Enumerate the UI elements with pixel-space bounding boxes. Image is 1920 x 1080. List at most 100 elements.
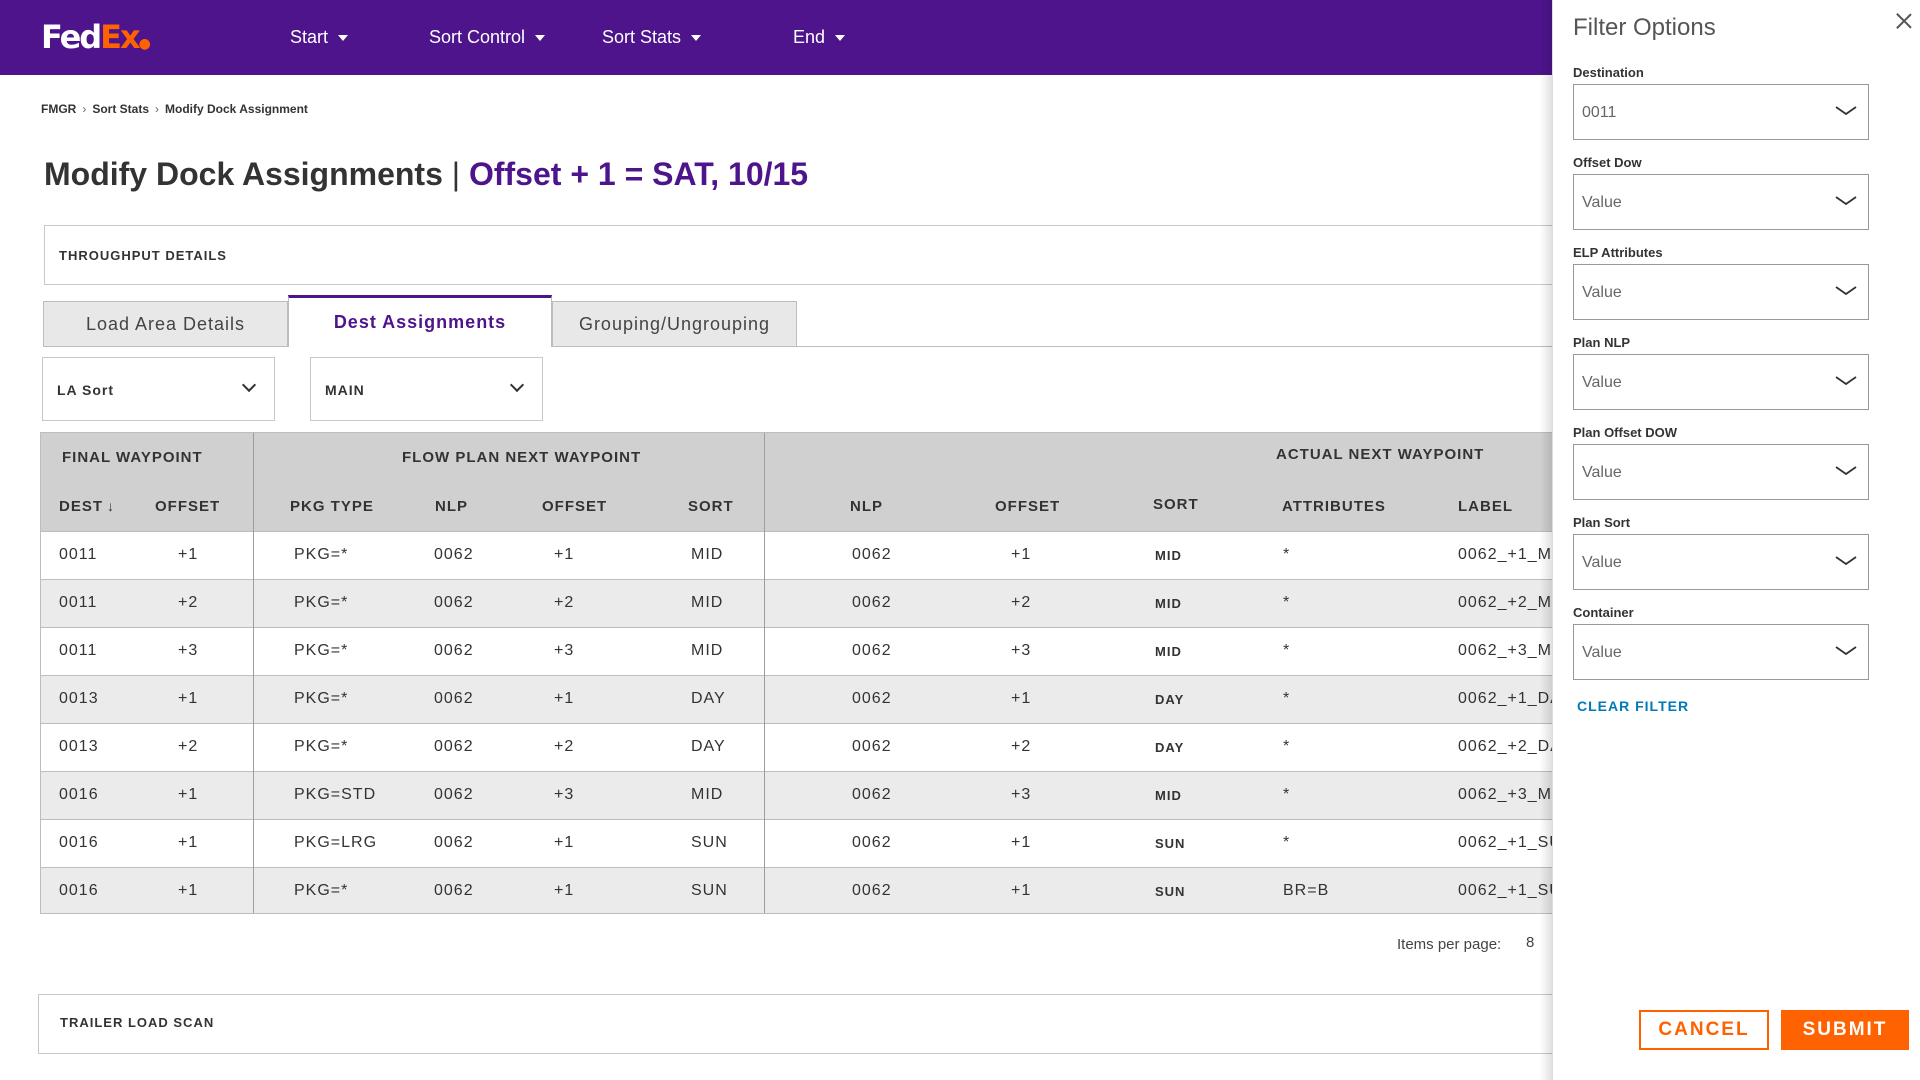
cell-plan-nlp: 0062	[434, 738, 474, 755]
page-title: Modify Dock Assignments | Offset + 1 = S…	[44, 156, 808, 193]
nav-sort-control[interactable]: Sort Control	[429, 27, 546, 48]
sort-arrow-down-icon[interactable]: ↓	[107, 498, 116, 514]
cell-attributes: *	[1283, 690, 1291, 707]
cell-plan-offset: +3	[554, 786, 575, 803]
table-row[interactable]: 0016 +1 PKG=STD 0062 +3 MID 0062 +3 MID * 0062_+3_…	[41, 771, 1555, 819]
col-offset[interactable]: OFFSET	[155, 498, 221, 515]
table-row[interactable]: 0016 +1 PKG=LRG 0062 +1 SUN 0062 +1 SUN * 0062_+1_…	[41, 819, 1555, 867]
items-per-page-select[interactable]: 8	[1526, 934, 1535, 951]
filter-select[interactable]: Value	[1573, 354, 1869, 410]
tab-load-area-details[interactable]: Load Area Details	[43, 301, 288, 347]
filter-select[interactable]: Value	[1573, 264, 1869, 320]
tab-grouping-ungrouping-label: Grouping/Ungrouping	[578, 313, 771, 334]
caret-down-icon	[338, 35, 349, 42]
cell-plan-offset: +2	[554, 594, 575, 611]
col-label[interactable]: LABEL	[1458, 498, 1513, 515]
chevron-down-icon	[1835, 646, 1857, 656]
column-divider	[253, 433, 254, 913]
filter-select[interactable]: Value	[1573, 624, 1869, 680]
table-row[interactable]: 0016 +1 PKG=* 0062 +1 SUN 0062 +1 SUN BR=B 0062_+1…	[41, 867, 1555, 913]
cell-label: 0062_+1_SUN	[1458, 882, 1555, 899]
filter-select-value: Value	[1582, 554, 1622, 571]
cell-actual-nlp: 0062	[852, 642, 892, 659]
cell-plan-offset: +1	[554, 834, 575, 851]
cell-offset: +1	[178, 786, 199, 803]
trailer-load-scan-section[interactable]: TRAILER LOAD SCAN	[38, 994, 1556, 1054]
filter-label: Destination	[1573, 65, 1644, 80]
cell-actual-nlp: 0062	[852, 738, 892, 755]
cell-pkg-type: PKG=*	[294, 690, 349, 707]
cell-actual-offset: +2	[1011, 738, 1032, 755]
cell-plan-offset: +1	[554, 690, 575, 707]
nav-sort-control-label: Sort Control	[429, 27, 526, 47]
breadcrumb-sort-stats[interactable]: Sort Stats	[92, 102, 150, 116]
table-row[interactable]: 0013 +2 PKG=* 0062 +2 DAY 0062 +2 DAY * 0062_+2_DA…	[41, 723, 1555, 771]
cell-plan-sort: MID	[691, 786, 724, 803]
col-plan-nlp[interactable]: NLP	[435, 498, 468, 515]
cell-label: 0062_+3_MID	[1458, 786, 1555, 803]
cell-actual-sort: SUN	[1155, 836, 1186, 851]
trailer-load-scan-label: TRAILER LOAD SCAN	[60, 1015, 215, 1030]
throughput-details-section[interactable]: THROUGHPUT DETAILS	[44, 225, 1556, 285]
clear-filter-link[interactable]: CLEAR FILTER	[1577, 698, 1690, 714]
col-attributes[interactable]: ATTRIBUTES	[1282, 498, 1386, 515]
fedex-logo[interactable]: FedEx●	[41, 18, 151, 56]
cell-actual-nlp: 0062	[852, 834, 892, 851]
panel-shadow	[1540, 0, 1552, 1080]
table-row[interactable]: 0013 +1 PKG=* 0062 +1 DAY 0062 +1 DAY * 0062_+1_DA…	[41, 675, 1555, 723]
main-select[interactable]: MAIN	[310, 357, 543, 421]
chevron-right-icon: ›	[82, 102, 87, 116]
la-sort-select[interactable]: LA Sort	[42, 357, 275, 421]
table-row[interactable]: 0011 +3 PKG=* 0062 +3 MID 0062 +3 MID * 0062_+3_MI…	[41, 627, 1555, 675]
cell-pkg-type: PKG=*	[294, 546, 349, 563]
table-row[interactable]: 0011 +2 PKG=* 0062 +2 MID 0062 +2 MID * 0062_+2_MI…	[41, 579, 1555, 627]
table-row[interactable]: 0011 +1 PKG=* 0062 +1 MID 0062 +1 MID * 0062_+1_MI…	[41, 531, 1555, 579]
filter-label: Offset Dow	[1573, 155, 1642, 170]
filter-select-value: Value	[1582, 374, 1622, 391]
cell-label: 0062_+1_MID	[1458, 546, 1555, 563]
cell-label: 0062_+1_SUN	[1458, 834, 1555, 851]
col-plan-offset[interactable]: OFFSET	[542, 498, 608, 515]
cell-actual-offset: +2	[1011, 594, 1032, 611]
filter-select[interactable]: Value	[1573, 174, 1869, 230]
throughput-details-label: THROUGHPUT DETAILS	[59, 248, 227, 263]
col-dest[interactable]: DEST ↓	[59, 498, 115, 515]
tab-grouping-ungrouping[interactable]: Grouping/Ungrouping	[552, 301, 797, 347]
submit-button[interactable]: SUBMIT	[1781, 1010, 1909, 1050]
cell-actual-sort: DAY	[1155, 740, 1185, 755]
chevron-down-icon	[1835, 376, 1857, 386]
cell-pkg-type: PKG=*	[294, 738, 349, 755]
chevron-down-icon	[1835, 106, 1857, 116]
cell-dest: 0016	[59, 786, 99, 803]
cell-plan-nlp: 0062	[434, 642, 474, 659]
nav-sort-stats[interactable]: Sort Stats	[602, 27, 702, 48]
cell-pkg-type: PKG=*	[294, 594, 349, 611]
close-icon[interactable]	[1893, 10, 1915, 32]
nav-start-label: Start	[290, 27, 329, 47]
chevron-right-icon: ›	[155, 102, 160, 116]
page-title-text: Modify Dock Assignments	[44, 156, 443, 192]
filter-select[interactable]: Value	[1573, 444, 1869, 500]
filter-select[interactable]: Value	[1573, 534, 1869, 590]
cell-plan-sort: MID	[691, 642, 724, 659]
col-actual-sort[interactable]: SORT	[1153, 496, 1199, 513]
col-actual-nlp[interactable]: NLP	[850, 498, 883, 515]
breadcrumb-fmgr[interactable]: FMGR	[41, 102, 77, 116]
col-plan-sort[interactable]: SORT	[688, 498, 734, 515]
caret-down-icon	[535, 35, 546, 42]
col-actual-offset[interactable]: OFFSET	[995, 498, 1061, 515]
cell-pkg-type: PKG=LRG	[294, 834, 378, 851]
cancel-button[interactable]: CANCEL	[1639, 1010, 1769, 1050]
cell-plan-nlp: 0062	[434, 786, 474, 803]
cell-plan-nlp: 0062	[434, 690, 474, 707]
nav-start[interactable]: Start	[290, 27, 349, 48]
tab-dest-assignments[interactable]: Dest Assignments	[288, 295, 552, 347]
filter-select[interactable]: 0011	[1573, 84, 1869, 140]
cell-actual-sort: MID	[1155, 788, 1182, 803]
cell-offset: +1	[178, 546, 199, 563]
col-pkg-type[interactable]: PKG TYPE	[290, 498, 374, 515]
filter-label: Plan Sort	[1573, 515, 1631, 530]
filter-label: ELP Attributes	[1573, 245, 1663, 260]
nav-end[interactable]: End	[793, 27, 846, 48]
filter-select-value: Value	[1582, 644, 1622, 661]
